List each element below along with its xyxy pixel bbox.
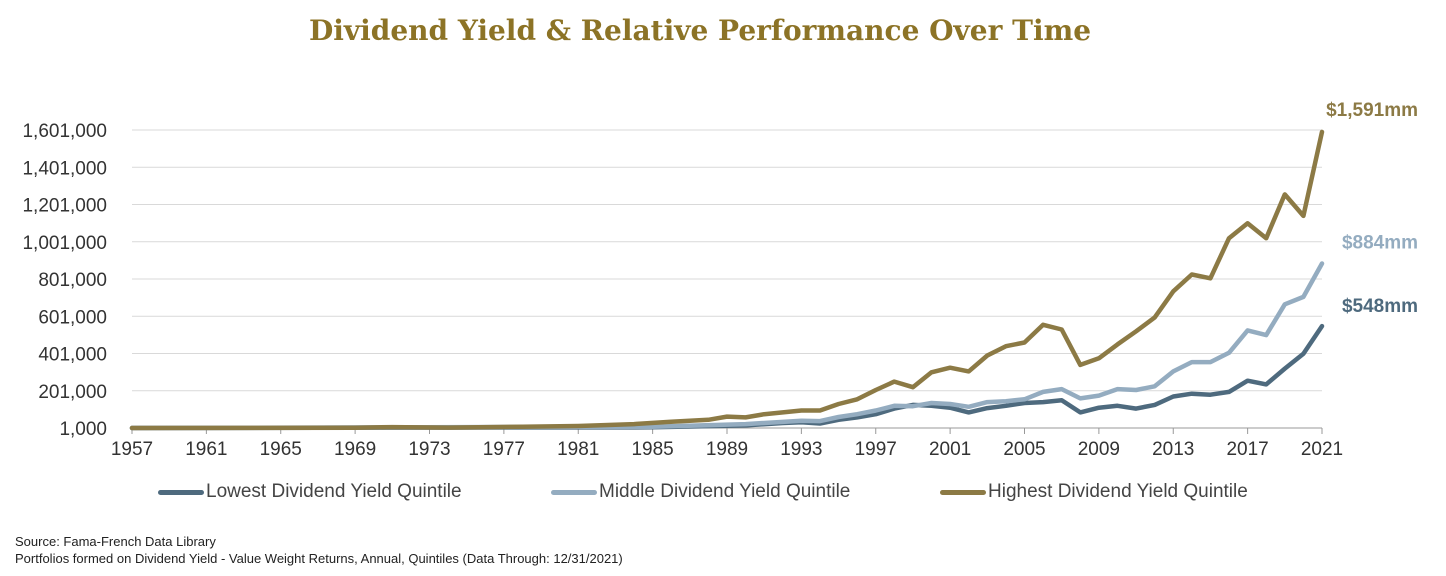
- x-tick-label: 1997: [855, 439, 897, 460]
- legend-label-highest: Highest Dividend Yield Quintile: [988, 481, 1248, 502]
- end-label-highest: $1,591mm: [1326, 100, 1418, 121]
- legend-item-lowest: Lowest Dividend Yield Quintile: [158, 481, 462, 503]
- x-tick-label: 1969: [334, 439, 376, 460]
- x-tick-label: 1985: [631, 439, 673, 460]
- legend: Lowest Dividend Yield Quintile Middle Di…: [0, 481, 1446, 507]
- x-tick-label: 1981: [557, 439, 599, 460]
- y-tick-label: 201,000: [38, 382, 107, 403]
- series-line-highest: [129, 129, 1325, 431]
- y-tick-label: 1,000: [59, 419, 107, 440]
- x-tick-label: 1957: [111, 439, 153, 460]
- x-tick-label: 2009: [1078, 439, 1120, 460]
- x-tick-label: 2013: [1152, 439, 1194, 460]
- y-tick-label: 401,000: [38, 345, 107, 366]
- legend-item-middle: Middle Dividend Yield Quintile: [551, 481, 850, 503]
- x-tick-label: 1993: [780, 439, 822, 460]
- x-axis-ticks: 1957 1961 1965 1969 1973 1977 1981 1985 1989 1993…: [111, 428, 1343, 460]
- x-tick-label: 2021: [1301, 439, 1343, 460]
- x-tick-label: 1961: [185, 439, 227, 460]
- y-tick-label: 1,401,000: [22, 158, 107, 179]
- y-tick-label: 1,601,000: [22, 121, 107, 142]
- x-tick-label: 1965: [260, 439, 302, 460]
- y-tick-label: 601,000: [38, 307, 107, 328]
- y-axis-ticks: 1,000 201,000 401,000 601,000 801,000 1,001,0…: [22, 121, 107, 440]
- line-chart: 1,000 201,000 401,000 601,000 801,000 1,001,0…: [22, 100, 1418, 460]
- legend-label-lowest: Lowest Dividend Yield Quintile: [206, 481, 462, 502]
- legend-item-highest: Highest Dividend Yield Quintile: [940, 481, 1248, 503]
- x-tick-label: 2005: [1003, 439, 1045, 460]
- chart-title: Dividend Yield & Relative Performance Ov…: [308, 14, 1092, 47]
- end-label-lowest: $548mm: [1342, 296, 1418, 317]
- x-tick-label: 2001: [929, 439, 971, 460]
- series-line-middle: [129, 261, 1325, 431]
- y-tick-label: 1,001,000: [22, 233, 107, 254]
- x-tick-label: 1989: [706, 439, 748, 460]
- series-lines: [129, 129, 1325, 431]
- gridlines: [132, 129, 1322, 429]
- legend-swatch-highest: [940, 489, 986, 495]
- series-line-lowest: [129, 323, 1325, 431]
- y-tick-label: 801,000: [38, 270, 107, 291]
- y-tick-label: 1,201,000: [22, 196, 107, 217]
- legend-label-middle: Middle Dividend Yield Quintile: [599, 481, 851, 502]
- source-line-2: Portfolios formed on Dividend Yield - Va…: [15, 551, 623, 566]
- x-tick-label: 1977: [483, 439, 525, 460]
- legend-swatch-lowest: [158, 489, 204, 495]
- legend-swatch-middle: [551, 489, 597, 495]
- end-labels: $548mm $884mm $1,591mm: [1326, 100, 1418, 317]
- end-label-middle: $884mm: [1342, 233, 1418, 254]
- x-tick-label: 1973: [408, 439, 450, 460]
- source-line-1: Source: Fama-French Data Library: [15, 534, 216, 549]
- x-tick-label: 2017: [1226, 439, 1268, 460]
